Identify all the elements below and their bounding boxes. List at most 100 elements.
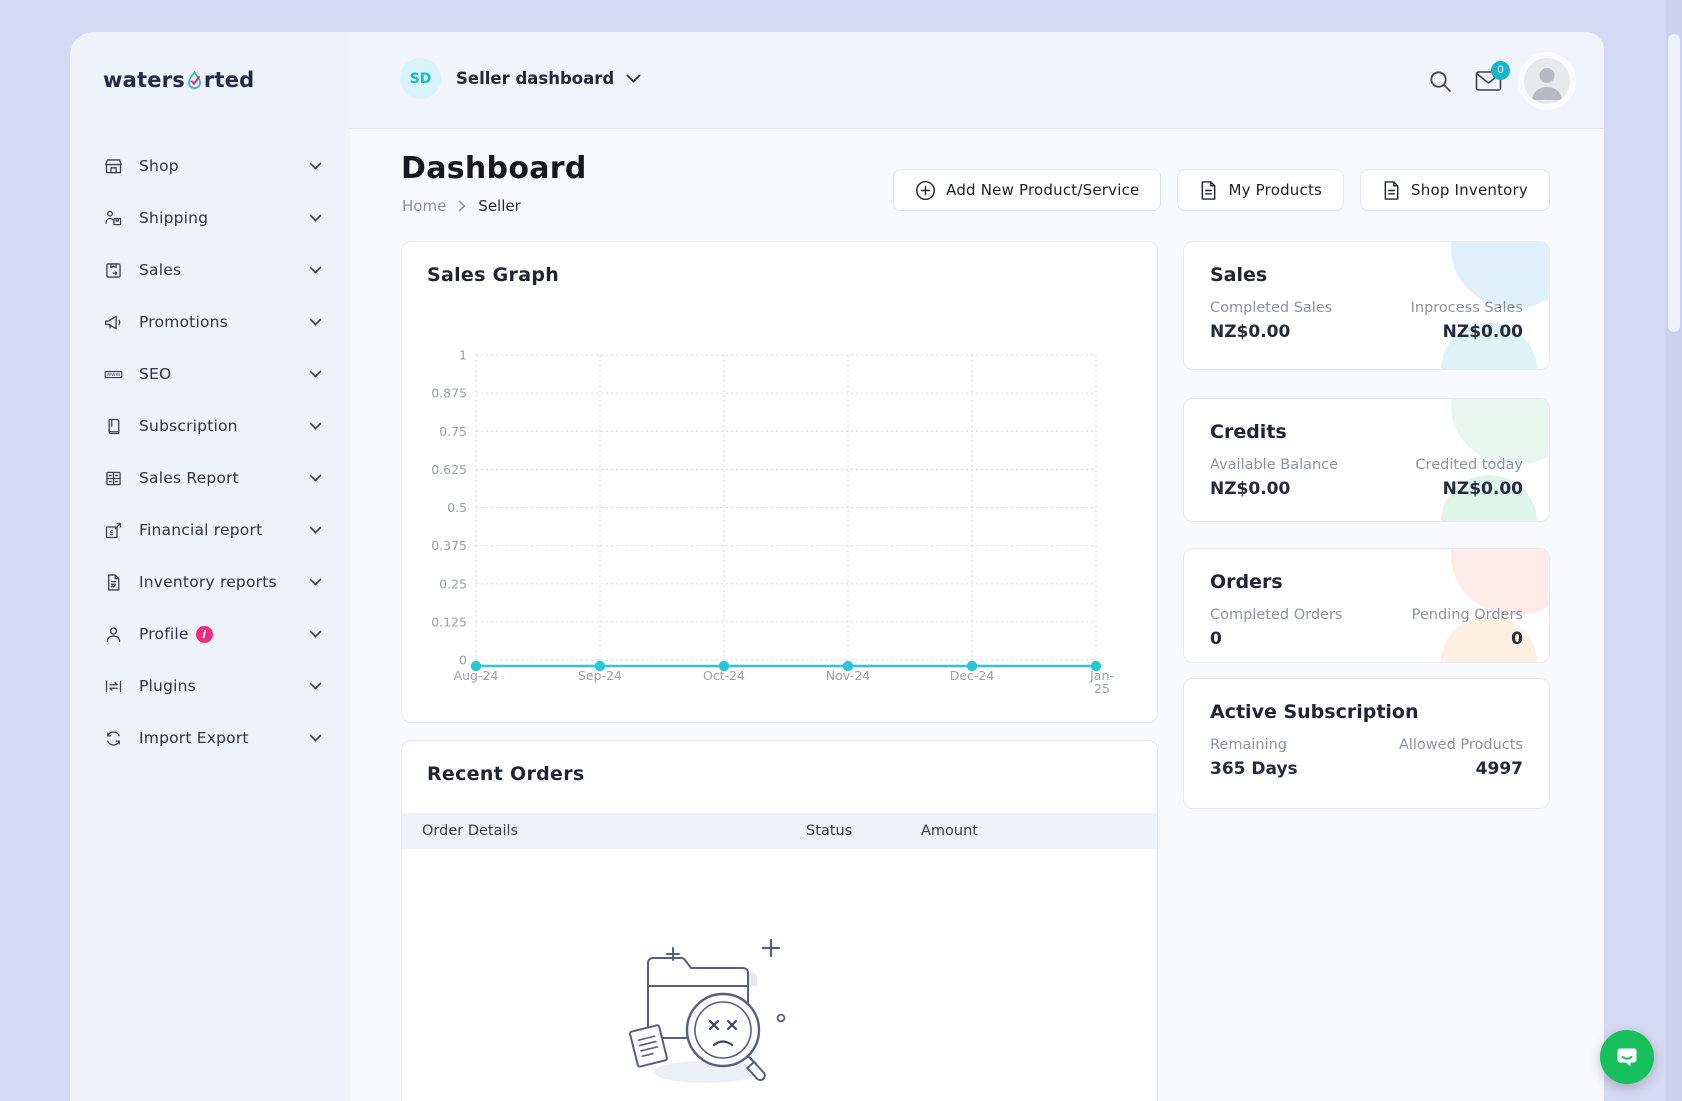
chevron-down-icon xyxy=(309,630,322,638)
breadcrumb-current: Seller xyxy=(478,197,521,215)
sidebar-item-profile[interactable]: Profile i xyxy=(70,608,350,660)
sidebar-item-sales-report[interactable]: Sales Report xyxy=(70,452,350,504)
document-chart-icon xyxy=(103,572,124,593)
card-title: Sales xyxy=(1210,264,1268,286)
svg-text:Sep-24: Sep-24 xyxy=(578,668,622,683)
sidebar-item-shipping[interactable]: Shipping xyxy=(70,192,350,244)
svg-text:0.875: 0.875 xyxy=(431,386,467,401)
column-amount: Amount xyxy=(921,823,978,839)
chevron-down-icon xyxy=(309,162,322,170)
document-icon xyxy=(1384,180,1399,200)
svg-text:Nov-24: Nov-24 xyxy=(826,668,871,683)
chevron-down-icon xyxy=(309,422,322,430)
scrollbar-thumb[interactable] xyxy=(1668,34,1680,332)
add-new-product-label: Add New Product/Service xyxy=(946,181,1140,199)
svg-text:0.5: 0.5 xyxy=(447,500,467,515)
card-title: Credits xyxy=(1210,421,1287,443)
chevron-down-icon xyxy=(309,526,322,534)
inprocess-sales-label: Inprocess Sales xyxy=(1410,300,1523,316)
orders-summary-card: Orders Completed Orders 0 Pending Orders… xyxy=(1183,548,1550,663)
breadcrumb-home-link[interactable]: Home xyxy=(402,197,447,215)
sidebar-item-label: Inventory reports xyxy=(139,573,277,591)
sidebar-item-shop[interactable]: Shop xyxy=(70,140,350,192)
svg-text:0.625: 0.625 xyxy=(431,462,467,477)
sidebar-item-label: Plugins xyxy=(139,677,196,695)
chevron-down-icon xyxy=(309,370,322,378)
chevron-right-icon xyxy=(458,200,466,212)
svg-text:Oct-24: Oct-24 xyxy=(703,668,745,683)
chat-launcher-button[interactable] xyxy=(1600,1030,1654,1084)
workspace-name: Seller dashboard xyxy=(456,69,615,88)
logo-text-2: rted xyxy=(203,68,255,92)
available-balance-label: Available Balance xyxy=(1210,457,1339,473)
remaining-value: 365 Days xyxy=(1210,759,1298,779)
page-scrollbar[interactable] xyxy=(1666,0,1682,1101)
chevron-down-icon xyxy=(309,266,322,274)
shop-inventory-button[interactable]: Shop Inventory xyxy=(1360,169,1550,211)
grid-table-icon xyxy=(103,468,124,489)
messages-button[interactable]: 0 xyxy=(1475,60,1510,92)
shipping-person-icon xyxy=(103,208,124,229)
chevron-down-icon xyxy=(309,682,322,690)
import-export-icon xyxy=(103,728,124,749)
unread-count-badge: 0 xyxy=(1491,60,1510,80)
svg-text:1: 1 xyxy=(459,348,467,363)
no-records-illustration xyxy=(628,938,786,1083)
page-actions: Add New Product/Service My Products Shop… xyxy=(893,169,1550,211)
book-icon xyxy=(103,416,124,437)
completed-sales-label: Completed Sales xyxy=(1210,300,1333,316)
sidebar-item-label: Sales xyxy=(139,261,182,279)
search-button[interactable] xyxy=(1427,68,1453,94)
completed-sales-value: NZ$0.00 xyxy=(1210,322,1291,342)
sidebar-item-label: SEO xyxy=(139,365,172,383)
svg-text:0.375: 0.375 xyxy=(431,538,467,553)
sidebar-item-import-export[interactable]: Import Export xyxy=(70,712,350,764)
chevron-down-icon xyxy=(309,578,322,586)
chart-dollar-icon: $ xyxy=(103,520,124,541)
active-subscription-card: Active Subscription Remaining 365 Days A… xyxy=(1183,678,1550,809)
empty-state: No Record Found! xyxy=(586,926,826,1101)
sidebar-item-label: Promotions xyxy=(139,313,228,331)
orders-table-header: Order Details Status Amount xyxy=(402,813,1157,849)
svg-text:0: 0 xyxy=(459,653,467,668)
sidebar-item-subscription[interactable]: Subscription xyxy=(70,400,350,452)
credited-today-label: Credited today xyxy=(1415,457,1523,473)
swap-arrows-icon xyxy=(103,676,124,697)
sales-graph-card: Sales Graph 1 0.875 0.75 0.625 0.5 0.375 0.25 0… xyxy=(401,241,1158,723)
recent-orders-card: Recent Orders Order Details Status Amoun… xyxy=(401,740,1158,1101)
my-products-button[interactable]: My Products xyxy=(1177,169,1345,211)
sidebar-item-sales[interactable]: Sales xyxy=(70,244,350,296)
profile-info-badge-icon: i xyxy=(195,625,213,643)
remaining-label: Remaining xyxy=(1210,737,1287,753)
sidebar-item-inventory-reports[interactable]: Inventory reports xyxy=(70,556,350,608)
column-status: Status xyxy=(806,823,853,839)
logo-text-1: waters xyxy=(103,68,185,92)
sidebar: waters rted Shop Shipping Sales xyxy=(70,32,350,1101)
sidebar-item-financial-report[interactable]: $ Financial report xyxy=(70,504,350,556)
column-order-details: Order Details xyxy=(422,823,519,839)
topbar: SD Seller dashboard 0 xyxy=(350,32,1604,129)
brand-logo[interactable]: waters rted xyxy=(103,68,254,92)
shop-inventory-label: Shop Inventory xyxy=(1411,181,1528,199)
allowed-products-label: Allowed Products xyxy=(1398,737,1523,753)
breadcrumb: Home Seller xyxy=(402,197,521,215)
svg-text:0.125: 0.125 xyxy=(431,614,467,629)
sidebar-item-plugins[interactable]: Plugins xyxy=(70,660,350,712)
svg-text:$: $ xyxy=(110,528,114,536)
inprocess-sales-value: NZ$0.00 xyxy=(1442,322,1523,342)
workspace-switcher[interactable]: SD Seller dashboard xyxy=(400,58,641,99)
sidebar-item-seo[interactable]: WWW SEO xyxy=(70,348,350,400)
credited-today-value: NZ$0.00 xyxy=(1442,479,1523,499)
completed-orders-value: 0 xyxy=(1210,629,1222,649)
sidebar-item-label: Shipping xyxy=(139,209,209,227)
chat-bubble-icon xyxy=(1617,1048,1637,1067)
megaphone-icon xyxy=(103,312,124,333)
add-new-product-button[interactable]: Add New Product/Service xyxy=(893,169,1162,211)
svg-text:Aug-24: Aug-24 xyxy=(454,668,499,683)
sidebar-item-label: Subscription xyxy=(139,417,238,435)
user-avatar[interactable] xyxy=(1524,57,1570,104)
search-icon xyxy=(1430,70,1451,92)
sidebar-item-promotions[interactable]: Promotions xyxy=(70,296,350,348)
card-title: Active Subscription xyxy=(1210,701,1419,723)
package-icon xyxy=(103,260,124,281)
